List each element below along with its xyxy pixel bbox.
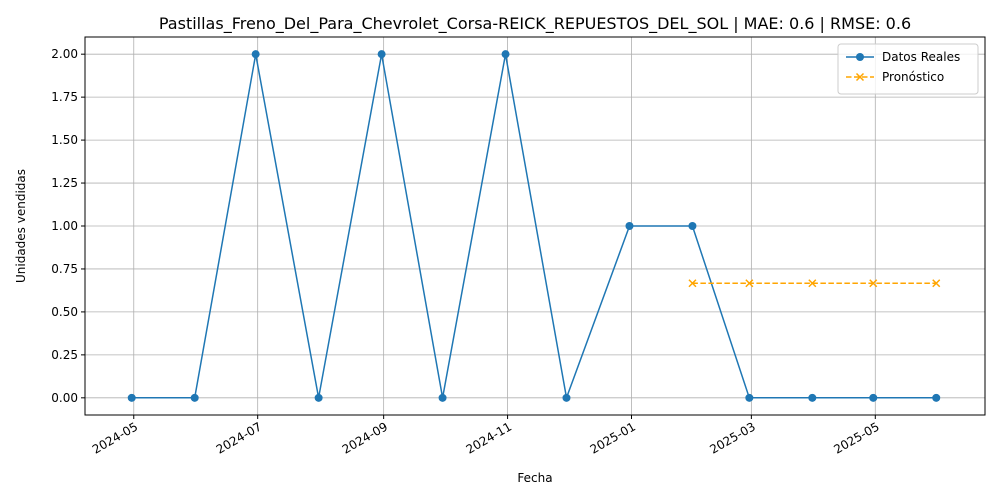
legend-swatch-marker xyxy=(856,53,864,61)
chart-title: Pastillas_Freno_Del_Para_Chevrolet_Corsa… xyxy=(159,14,911,34)
y-tick-label: 0.50 xyxy=(51,305,78,319)
data-point xyxy=(808,279,817,288)
series-line xyxy=(131,54,937,401)
data-point xyxy=(869,393,878,402)
data-point xyxy=(190,393,199,402)
grid xyxy=(85,37,985,415)
data-point xyxy=(932,279,941,288)
legend-item-2: Pronóstico xyxy=(846,70,944,84)
data-point xyxy=(377,50,386,59)
series-layer xyxy=(127,50,941,402)
data-point xyxy=(745,393,754,402)
data-point xyxy=(688,279,697,288)
y-tick-label: 1.00 xyxy=(51,219,78,233)
y-tick-label: 2.00 xyxy=(51,47,78,61)
data-point xyxy=(251,50,260,59)
y-tick-label: 0.25 xyxy=(51,348,78,362)
y-axis-label: Unidades vendidas xyxy=(14,169,28,283)
legend: Datos Reales Pronóstico xyxy=(837,43,979,95)
legend-label: Datos Reales xyxy=(882,50,960,64)
y-tick-label: 0.00 xyxy=(51,391,78,405)
y-tick-label: 1.25 xyxy=(51,176,78,190)
x-axis-label: Fecha xyxy=(517,471,552,485)
data-point xyxy=(869,279,878,288)
y-tick-label: 1.50 xyxy=(51,133,78,147)
data-point xyxy=(932,393,941,402)
data-point xyxy=(688,222,697,230)
data-point xyxy=(625,222,634,230)
legend-swatch-marker xyxy=(855,72,865,82)
data-point xyxy=(501,50,510,59)
series-1 xyxy=(127,50,941,402)
series-2 xyxy=(688,279,941,288)
y-tick-label: 0.75 xyxy=(51,262,78,276)
legend-label: Pronóstico xyxy=(882,70,944,84)
legend-item-1: Datos Reales xyxy=(846,50,960,64)
data-point xyxy=(808,393,817,402)
data-point xyxy=(127,393,136,402)
data-point xyxy=(438,393,447,402)
data-point xyxy=(562,393,571,402)
data-point xyxy=(745,279,754,288)
y-tick-label: 1.75 xyxy=(51,90,78,104)
data-point xyxy=(314,393,323,402)
